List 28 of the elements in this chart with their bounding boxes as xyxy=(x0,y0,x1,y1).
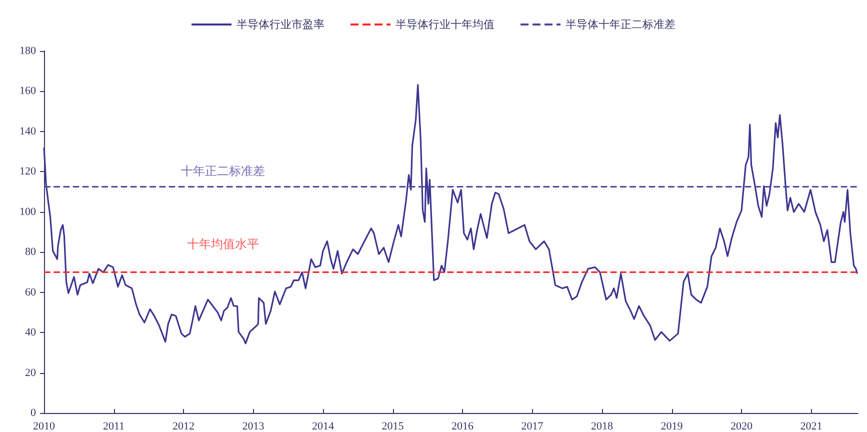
y-tick-label: 180 xyxy=(20,45,36,57)
x-tick-label: 2015 xyxy=(382,420,404,432)
annotation: 十年正二标准差 xyxy=(181,164,266,178)
x-tick-label: 2010 xyxy=(33,420,56,432)
x-tick-label: 2011 xyxy=(102,420,125,432)
x-tick-label: 2017 xyxy=(521,420,544,432)
x-tick-label: 2013 xyxy=(242,420,265,432)
y-tick-label: 160 xyxy=(20,85,36,98)
y-tick-label: 140 xyxy=(20,125,36,138)
annotation: 十年均值水平 xyxy=(187,237,260,252)
y-tick-label: 0 xyxy=(30,407,36,419)
x-tick-label: 2014 xyxy=(312,420,335,432)
y-tick-label: 40 xyxy=(25,326,36,339)
x-tick-label: 2019 xyxy=(660,420,684,432)
y-tick-label: 100 xyxy=(20,206,36,218)
x-tick-label: 2018 xyxy=(591,420,614,432)
y-tick-label: 80 xyxy=(25,246,36,258)
x-tick-label: 2012 xyxy=(172,420,195,432)
x-tick-label: 2020 xyxy=(730,420,754,432)
x-tick-label: 2021 xyxy=(800,420,822,432)
y-tick-label: 120 xyxy=(20,166,36,178)
y-tick-label: 20 xyxy=(25,366,36,379)
line-series xyxy=(43,84,858,344)
y-tick-label: 60 xyxy=(25,286,36,298)
legend-label: 半导体十年正二标准差 xyxy=(566,18,676,31)
legend-label: 半导体行业市盈率 xyxy=(236,18,324,31)
x-tick-label: 2016 xyxy=(452,420,474,432)
legend-label: 半导体行业十年均值 xyxy=(396,18,494,31)
